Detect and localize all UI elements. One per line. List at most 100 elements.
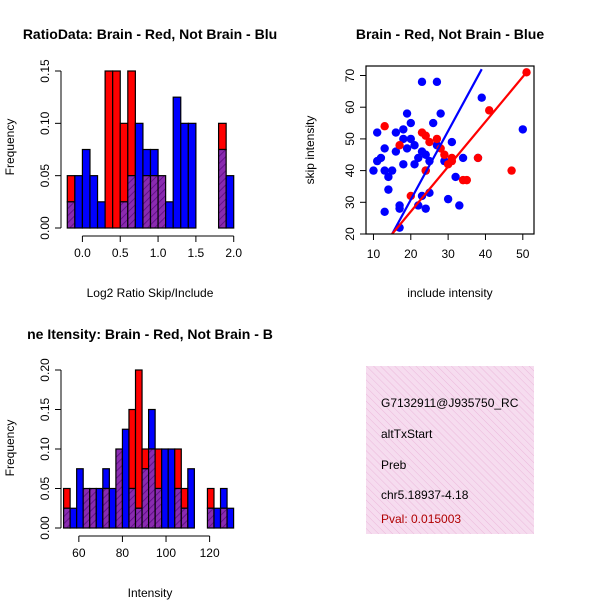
ratio-histogram-y-tick-label: 0.00 [38, 216, 52, 240]
scatter-point-brain [425, 137, 434, 147]
scatter-point-brain [462, 175, 471, 185]
scatter-x-tick-label: 20 [404, 247, 418, 261]
intensity-histogram-y-tick-label: 0.10 [38, 437, 52, 461]
intensity-histogram-bar-not-brain [161, 448, 169, 529]
intensity-histogram-bar-overlap [174, 487, 182, 529]
scatter-point-not-brain [384, 185, 393, 194]
intensity-histogram-bars [62, 369, 235, 529]
ratio-histogram-xlabel: Log2 Ratio Skip/Include [87, 286, 214, 300]
scatter-point-not-brain [391, 147, 401, 156]
scatter-point-not-brain [477, 93, 486, 102]
intensity-histogram-bar-not-brain [69, 507, 78, 529]
intensity-histogram-bar-brain [154, 448, 163, 490]
scatter-point-not-brain [391, 128, 401, 137]
ratio-histogram-bar-not-brain [89, 175, 99, 229]
intensity-histogram-bar-overlap [134, 507, 143, 529]
intensity-histogram-bar-not-brain [95, 487, 104, 529]
scatter-clip [369, 68, 531, 234]
scatter-point-not-brain [399, 125, 408, 134]
intensity-histogram-bar-not-brain [226, 507, 235, 529]
scatter-point-not-brain [399, 160, 408, 169]
info-panel-clip: G7132911@J935750_RC [381, 396, 519, 410]
genomic-location-text: chr5.18937-4.18 [381, 488, 469, 502]
intensity-histogram-x-tick-label: 100 [156, 546, 176, 560]
ratio-histogram-panel: RatioData: Brain - Red, Not Brain - Blu … [3, 26, 277, 300]
info-panel-background [366, 366, 534, 534]
intensity-histogram-bar-not-brain [187, 468, 195, 529]
scatter-point-not-brain [414, 153, 423, 163]
scatter-points [369, 68, 531, 234]
scatter-point-not-brain [455, 201, 464, 210]
scatter-point-not-brain [410, 141, 419, 150]
scatter-x-tick-label: 30 [441, 247, 455, 261]
ratio-histogram-x-tick-label: 0.0 [74, 246, 91, 260]
scatter-point-not-brain [451, 172, 460, 182]
intensity-histogram-bar-not-brain [219, 487, 228, 509]
intensity-histogram-x-tick-label: 120 [200, 546, 220, 560]
ratio-histogram-bar-not-brain [96, 201, 106, 229]
ratio-histogram-bar-brain [66, 175, 76, 203]
scatter-y-tick-label: 60 [343, 100, 357, 114]
ratio-histogram-x-tick-label: 1.0 [150, 246, 167, 260]
intensity-histogram-bar-brain [180, 487, 189, 509]
intensity-histogram-bar-overlap [62, 507, 71, 529]
scatter-point-not-brain [429, 118, 438, 128]
ratio-histogram-bar-not-brain [149, 148, 159, 177]
ratio-histogram-bars [66, 70, 235, 229]
intensity-histogram-bar-overlap [141, 468, 150, 529]
ratio-histogram-x-tick-label: 1.5 [188, 246, 205, 260]
intensity-histogram-bar-not-brain [108, 487, 117, 529]
intensity-histogram-panel: ne Itensity: Brain - Red, Not Brain - B … [3, 326, 273, 600]
scatter-point-not-brain [421, 204, 430, 213]
scatter-point-brain [432, 134, 442, 144]
pvalue-text: Pval: 0.015003 [381, 512, 461, 526]
intensity-histogram-bar-overlap [128, 487, 137, 529]
intensity-histogram-bar-not-brain [167, 448, 176, 529]
ratio-histogram-bar-brain [217, 122, 227, 151]
intensity-histogram-bar-overlap [82, 487, 91, 529]
scatter-title: Brain - Red, Not Brain - Blue [356, 26, 544, 42]
intensity-histogram-bar-not-brain [147, 408, 156, 450]
ratio-histogram-y-tick-label: 0.15 [38, 59, 52, 83]
intensity-histogram-bar-brain [141, 448, 150, 470]
intensity-histogram-y-tick-label: 0.15 [38, 397, 52, 421]
scatter-x-tick-label: 10 [367, 247, 381, 261]
ratio-histogram-bar-overlap [66, 201, 76, 229]
scatter-point-brain [417, 128, 427, 137]
event-type-text: altTxStart [381, 427, 433, 441]
ratio-histogram-bar-overlap [142, 175, 152, 229]
scatter-xlabel: include intensity [407, 286, 492, 300]
ratio-histogram-bar-not-brain [134, 122, 144, 229]
intensity-histogram-bar-brain [174, 448, 182, 490]
intensity-histogram-axes: 60 80 100 120 0.00 0.05 0.10 0.15 0.20 [38, 358, 220, 560]
intensity-histogram-bar-overlap [115, 448, 124, 529]
scatter-point-not-brain [387, 166, 397, 175]
scatter-point-not-brain [432, 77, 442, 87]
ratio-histogram-bar-not-brain [142, 148, 152, 177]
scatter-point-brain [485, 106, 494, 115]
scatter-point-not-brain [373, 128, 382, 137]
ratio-histogram-bar-not-brain [165, 201, 174, 229]
ratio-histogram-bar-not-brain [225, 175, 235, 229]
intensity-histogram-y-tick-label: 0.00 [38, 516, 52, 540]
scatter-plot-frame [365, 65, 535, 235]
scatter-point-not-brain [395, 204, 404, 213]
scatter-point-not-brain [417, 77, 427, 87]
scatter-point-not-brain [406, 134, 415, 144]
scatter-y-tick-label: 50 [343, 132, 357, 146]
ratio-histogram-bar-not-brain [187, 122, 197, 229]
ratio-histogram-bar-overlap [149, 175, 159, 229]
scatter-y-tick-label: 70 [343, 69, 357, 83]
scatter-point-brain [395, 141, 404, 150]
ratio-histogram-axes: 0.0 0.5 1.0 1.5 2.0 0.00 0.05 0.10 0.15 [38, 59, 242, 260]
gene-name-text: Preb [381, 458, 407, 472]
ratio-histogram-bar-not-brain [81, 148, 91, 229]
intensity-histogram-title: ne Itensity: Brain - Red, Not Brain - B [27, 326, 273, 342]
ratio-histogram-bar-brain [104, 70, 114, 229]
scatter-y-tick-label: 30 [343, 195, 357, 209]
scatter-point-not-brain [443, 194, 453, 204]
ratio-histogram-bar-brain [127, 70, 136, 177]
intensity-histogram-bar-overlap [206, 507, 215, 529]
intensity-histogram-bar-overlap [180, 507, 189, 529]
